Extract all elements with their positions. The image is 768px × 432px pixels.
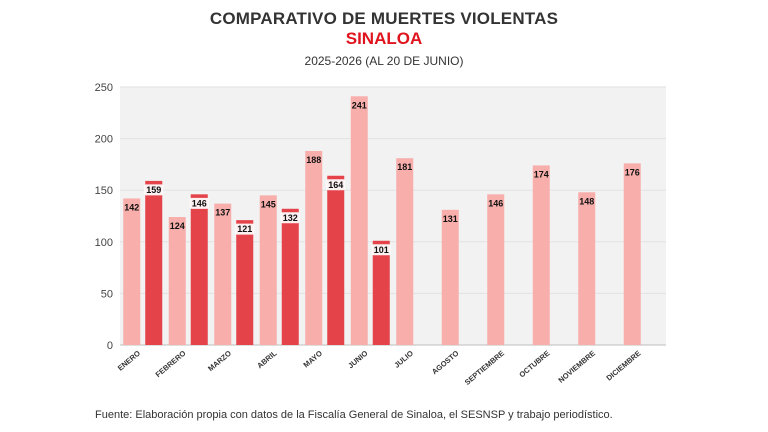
x-axis: ENERO FEBRERO MARZO ABRIL MAYO JUNIO JULIO AGOS… — [116, 348, 643, 387]
y-axis: 0 50 100 150 200 250 — [95, 82, 113, 352]
chart-period: 2025-2026 (AL 20 DE JUNIO) — [304, 54, 464, 68]
data-label: 176 — [625, 167, 640, 177]
data-label-box — [371, 244, 391, 256]
data-label-box — [280, 212, 300, 224]
source-note: Fuente: Elaboración propia con datos de … — [95, 409, 613, 421]
data-label: 145 — [261, 199, 276, 209]
grid-lines — [120, 86, 666, 346]
x-tick-label: JUNIO — [346, 349, 369, 371]
y-tick-label: 0 — [107, 340, 113, 352]
data-label-box — [235, 223, 255, 235]
data-label: 131 — [443, 214, 458, 224]
x-tick-label: ENERO — [116, 349, 142, 373]
data-label: 181 — [397, 162, 412, 172]
bar — [281, 208, 299, 345]
y-tick-label: 50 — [101, 288, 113, 300]
x-tick-label: FEBRERO — [154, 349, 188, 380]
bar — [372, 240, 390, 345]
data-label: 146 — [488, 198, 503, 208]
data-label: 148 — [579, 196, 594, 206]
x-tick-label: AGOSTO — [430, 349, 461, 377]
chart-title: COMPARATIVO DE MUERTES VIOLENTAS — [209, 9, 559, 28]
bar — [396, 158, 414, 345]
data-label-box — [144, 184, 164, 196]
x-tick-label: MARZO — [206, 349, 233, 374]
data-label: 101 — [374, 245, 389, 255]
data-label-box — [189, 197, 209, 209]
data-label: 241 — [352, 100, 367, 110]
bar — [145, 180, 163, 345]
x-tick-label: JULIO — [392, 349, 415, 370]
bar — [441, 209, 459, 345]
data-label: 124 — [170, 221, 185, 231]
y-tick-label: 100 — [95, 237, 113, 249]
x-tick-label: ABRIL — [255, 348, 279, 370]
bar — [190, 194, 208, 345]
chart-subtitle: SINALOA — [345, 29, 423, 48]
data-label: 174 — [534, 169, 549, 179]
bar — [623, 163, 641, 345]
x-tick-label: DICIEMBRE — [605, 349, 643, 383]
bar — [350, 96, 368, 346]
bar — [487, 194, 505, 345]
bar — [123, 198, 141, 345]
data-label-box — [326, 179, 346, 191]
bar — [259, 195, 277, 345]
plot-area — [120, 87, 666, 345]
bars: 142 159 124 146 137 121 145 132 188 164 241 101 181 1… — [123, 96, 641, 346]
bar — [214, 203, 232, 345]
data-label: 137 — [215, 208, 230, 218]
data-label: 142 — [124, 202, 139, 212]
bar — [532, 165, 550, 345]
bar — [327, 175, 345, 345]
y-tick-label: 150 — [95, 185, 113, 197]
y-tick-label: 250 — [95, 82, 113, 94]
data-label: 159 — [146, 185, 161, 195]
data-label: 121 — [237, 224, 252, 234]
x-tick-label: OCTUBRE — [517, 349, 551, 380]
x-tick-label: MAYO — [302, 349, 325, 370]
bar — [168, 217, 186, 345]
data-label: 188 — [306, 155, 321, 165]
bar — [305, 150, 323, 345]
bar — [578, 192, 596, 345]
x-tick-label: SEPTIEMBRE — [463, 349, 506, 387]
bar — [236, 220, 254, 345]
y-tick-label: 200 — [95, 134, 113, 146]
data-label: 132 — [283, 213, 298, 223]
x-tick-label: NOVIEMBRE — [556, 349, 597, 385]
data-label: 146 — [192, 198, 207, 208]
data-label: 164 — [328, 180, 343, 190]
